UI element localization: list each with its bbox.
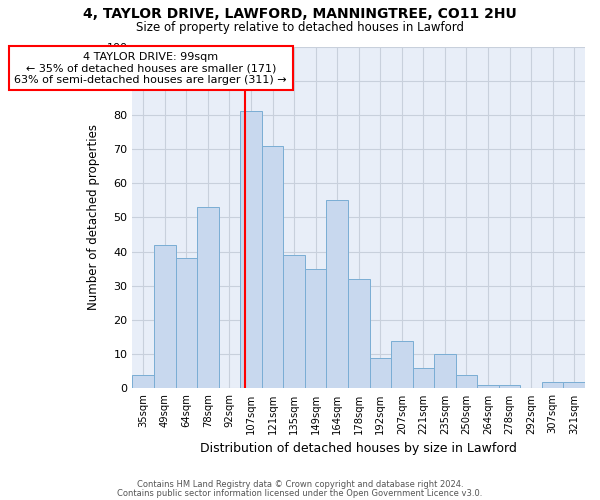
Bar [477,385,499,388]
Bar [499,385,520,388]
Bar [326,200,348,388]
Text: 4 TAYLOR DRIVE: 99sqm
← 35% of detached houses are smaller (171)
63% of semi-det: 4 TAYLOR DRIVE: 99sqm ← 35% of detached … [14,52,287,85]
Bar [563,382,585,388]
Bar [133,375,154,388]
Text: 4, TAYLOR DRIVE, LAWFORD, MANNINGTREE, CO11 2HU: 4, TAYLOR DRIVE, LAWFORD, MANNINGTREE, C… [83,8,517,22]
Bar [176,258,197,388]
Bar [391,340,413,388]
Bar [370,358,391,388]
Bar [305,269,326,388]
Bar [154,245,176,388]
X-axis label: Distribution of detached houses by size in Lawford: Distribution of detached houses by size … [200,442,517,455]
Bar [413,368,434,388]
Text: Size of property relative to detached houses in Lawford: Size of property relative to detached ho… [136,21,464,34]
Bar [542,382,563,388]
Text: Contains public sector information licensed under the Open Government Licence v3: Contains public sector information licen… [118,488,482,498]
Bar [434,354,456,388]
Bar [240,112,262,388]
Bar [456,375,477,388]
Bar [262,146,283,388]
Bar [283,255,305,388]
Bar [348,279,370,388]
Bar [197,207,218,388]
Text: Contains HM Land Registry data © Crown copyright and database right 2024.: Contains HM Land Registry data © Crown c… [137,480,463,489]
Y-axis label: Number of detached properties: Number of detached properties [86,124,100,310]
